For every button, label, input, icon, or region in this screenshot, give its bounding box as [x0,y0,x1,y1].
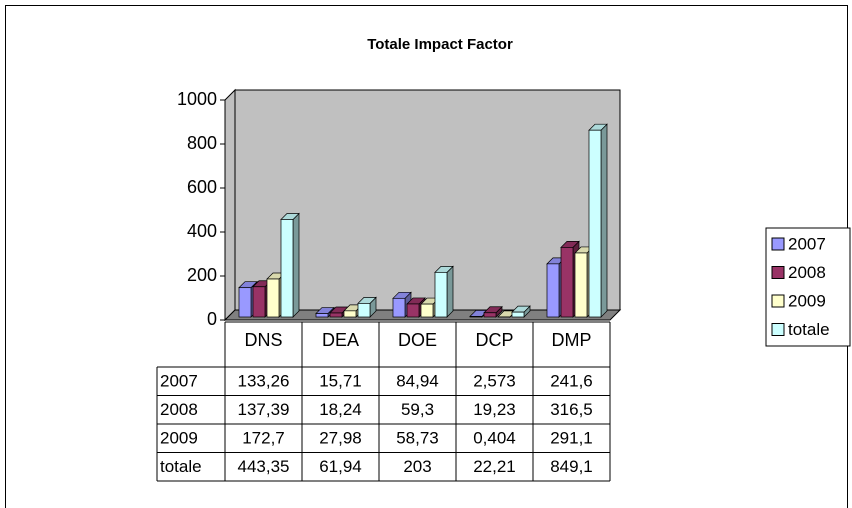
table-value: 133,26 [238,372,290,391]
table-value: 22,21 [473,457,516,476]
category-label: DCP [475,330,513,350]
bar [252,286,266,318]
table-value: 15,71 [319,372,362,391]
table-value: 61,94 [319,457,362,476]
table-value: 172,7 [242,429,285,448]
table-value: 203 [403,457,431,476]
bar [343,310,357,318]
bar-side [600,123,608,318]
legend-swatch [771,266,785,279]
table-value: 58,73 [396,429,439,448]
table-value: 59,3 [401,400,434,419]
legend-swatch [771,323,785,336]
bar [315,313,329,318]
table-value: 241,6 [550,372,593,391]
bar [357,303,371,318]
row-label: 2007 [160,372,198,391]
bar-side [446,265,454,318]
category-label: DEA [322,330,359,350]
bar [238,287,252,318]
bar [511,311,525,318]
table-value: 0,404 [473,429,516,448]
y-tick-label: 0 [207,309,217,329]
y-tick-label: 400 [187,221,217,241]
table-value: 849,1 [550,457,593,476]
bar [546,263,560,318]
legend-swatch [771,294,785,308]
table-value: 443,35 [238,457,290,476]
bar [469,316,483,318]
table-value: 84,94 [396,372,439,391]
bar [420,303,434,318]
bar [434,271,448,318]
side-wall [224,88,236,322]
bar [560,247,574,318]
legend-label: 2008 [788,263,826,282]
y-tick-label: 200 [187,265,217,285]
table-value: 316,5 [550,400,593,419]
bar [280,219,294,318]
legend-label: 2009 [788,291,826,310]
category-label: DNS [244,330,282,350]
y-tick-label: 800 [187,133,217,153]
bar [406,303,420,318]
table-value: 19,23 [473,400,516,419]
bar-side [292,212,300,318]
table-value: 18,24 [319,400,362,419]
bar [392,297,406,318]
table-value: 2,573 [473,372,516,391]
chart-title: Totale Impact Factor [367,36,513,53]
bar [483,312,497,318]
category-label: DOE [398,330,437,350]
category-label: DMP [552,330,592,350]
row-label: totale [160,457,202,476]
legend-label: totale [788,320,830,339]
legend-label: 2007 [788,234,826,253]
y-tick-label: 1000 [177,89,217,109]
table-value: 27,98 [319,429,362,448]
table-value: 137,39 [238,400,290,419]
bar [329,312,343,318]
bar [574,252,588,318]
bar [588,129,602,318]
row-label: 2009 [160,429,198,448]
y-tick-label: 600 [187,177,217,197]
bar [266,278,280,318]
table-value: 291,1 [550,429,593,448]
row-label: 2008 [160,400,198,419]
legend-swatch [771,237,785,251]
